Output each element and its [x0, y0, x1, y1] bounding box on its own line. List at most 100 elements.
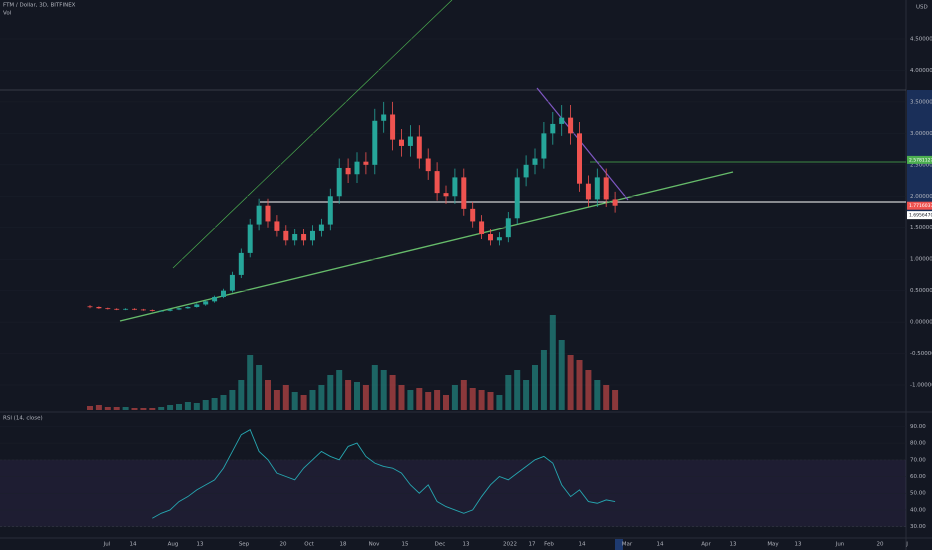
candle-body — [318, 224, 324, 231]
volume-bar — [247, 355, 254, 410]
candle-body — [594, 177, 600, 200]
candle-body — [399, 139, 404, 146]
rsi-tick-label: 70.00 — [910, 457, 926, 463]
time-label: 17 — [529, 542, 536, 548]
volume-bar — [291, 392, 298, 410]
candle-body — [158, 310, 164, 312]
volume-bar — [318, 385, 325, 410]
candle-body — [105, 308, 111, 310]
time-label: 20 — [877, 542, 884, 548]
volume-bar — [211, 398, 218, 410]
volume-bar — [336, 370, 343, 410]
volume-bar — [309, 390, 316, 410]
y-tick-label: 2.0000000 — [910, 194, 932, 200]
candle-body — [479, 221, 485, 235]
price-tag — [907, 155, 932, 164]
volume-bar — [193, 403, 200, 410]
volume-bar — [549, 315, 556, 410]
volume-bar — [594, 380, 601, 410]
rsi-tick-label: 90.00 — [910, 424, 926, 430]
y-tick-label: 4.5000000 — [910, 37, 932, 43]
volume-bar — [496, 395, 503, 410]
y-tick-label: 0.5000000 — [910, 288, 932, 294]
volume-bar — [380, 370, 387, 410]
rsi-line — [152, 429, 616, 519]
volume-bar — [345, 380, 352, 410]
volume-bar — [487, 392, 494, 410]
volume-bar — [567, 355, 574, 410]
rsi-tick-label: 40.00 — [910, 507, 926, 513]
candle-body — [381, 114, 387, 121]
time-label: Sep — [239, 542, 250, 548]
volume-bar — [176, 404, 182, 410]
volume-bar — [371, 365, 378, 410]
y-tick-label: 2.5000000 — [910, 162, 932, 168]
candle-body — [523, 164, 529, 178]
candle-body — [203, 301, 209, 305]
volume-bar — [362, 385, 369, 410]
price-tag — [907, 201, 932, 210]
candle-body — [505, 218, 511, 238]
time-label: 13 — [795, 542, 802, 548]
time-label: Nov — [369, 542, 380, 548]
candle-body — [434, 171, 440, 194]
volume-bar — [202, 400, 209, 410]
candle-body — [247, 224, 253, 253]
price-tag-label: 1.7716037 — [909, 203, 932, 209]
candle-body — [265, 205, 271, 222]
time-label: Feb — [544, 542, 554, 548]
time-range-highlight — [615, 539, 623, 550]
candle-body — [585, 183, 591, 200]
candle-body — [550, 123, 556, 134]
volume-bar — [354, 382, 360, 410]
volume-bar — [184, 402, 191, 410]
volume-bar — [558, 340, 565, 410]
volume-bar — [434, 390, 441, 410]
volume-bar — [149, 408, 156, 410]
volume-bar — [443, 395, 449, 410]
volume-bar — [389, 375, 396, 410]
time-label: 18 — [340, 542, 347, 548]
volume-bar — [407, 390, 414, 410]
volume-bar — [220, 395, 227, 410]
y-tick-label: 3.5000000 — [910, 99, 932, 105]
candle-body — [559, 117, 565, 124]
candle-body — [123, 308, 129, 310]
candle-body — [149, 310, 155, 311]
candle-body — [612, 199, 618, 206]
volume-bar — [576, 360, 583, 410]
volume-bar — [229, 390, 236, 410]
volume-bar — [131, 408, 138, 410]
candle-body — [194, 304, 200, 307]
candle-body — [114, 308, 120, 310]
time-label: 20 — [280, 542, 287, 548]
time-label: 15 — [402, 542, 409, 548]
time-label: Mar — [622, 542, 633, 548]
candle-body — [238, 252, 244, 275]
volume-bar — [104, 407, 111, 410]
candle-body — [363, 161, 369, 165]
rsi-tick-label: 30.00 — [910, 524, 926, 530]
time-label: 14 — [657, 542, 664, 548]
candle-body — [256, 205, 262, 225]
candle-body — [443, 193, 449, 197]
price-tag — [907, 211, 932, 220]
candle-body — [390, 114, 396, 140]
volume-bar — [113, 407, 120, 410]
y-tick-label: -0.5000000 — [910, 351, 932, 357]
candle-body — [185, 306, 191, 309]
volume-bar — [416, 388, 423, 410]
volume-bar — [167, 405, 174, 410]
candle-body — [407, 136, 413, 146]
chart-title: FTM / Dollar, 3D, BITFINEX — [3, 3, 76, 9]
candle-body — [292, 234, 298, 241]
descending-line — [536, 87, 629, 201]
volume-bar — [122, 407, 129, 410]
candle-body — [336, 167, 342, 197]
volume-bar — [451, 385, 458, 410]
volume-bar — [95, 405, 102, 410]
time-label: Dec — [435, 542, 446, 548]
candle-body — [301, 234, 307, 241]
volume-label: Vol — [3, 11, 12, 17]
